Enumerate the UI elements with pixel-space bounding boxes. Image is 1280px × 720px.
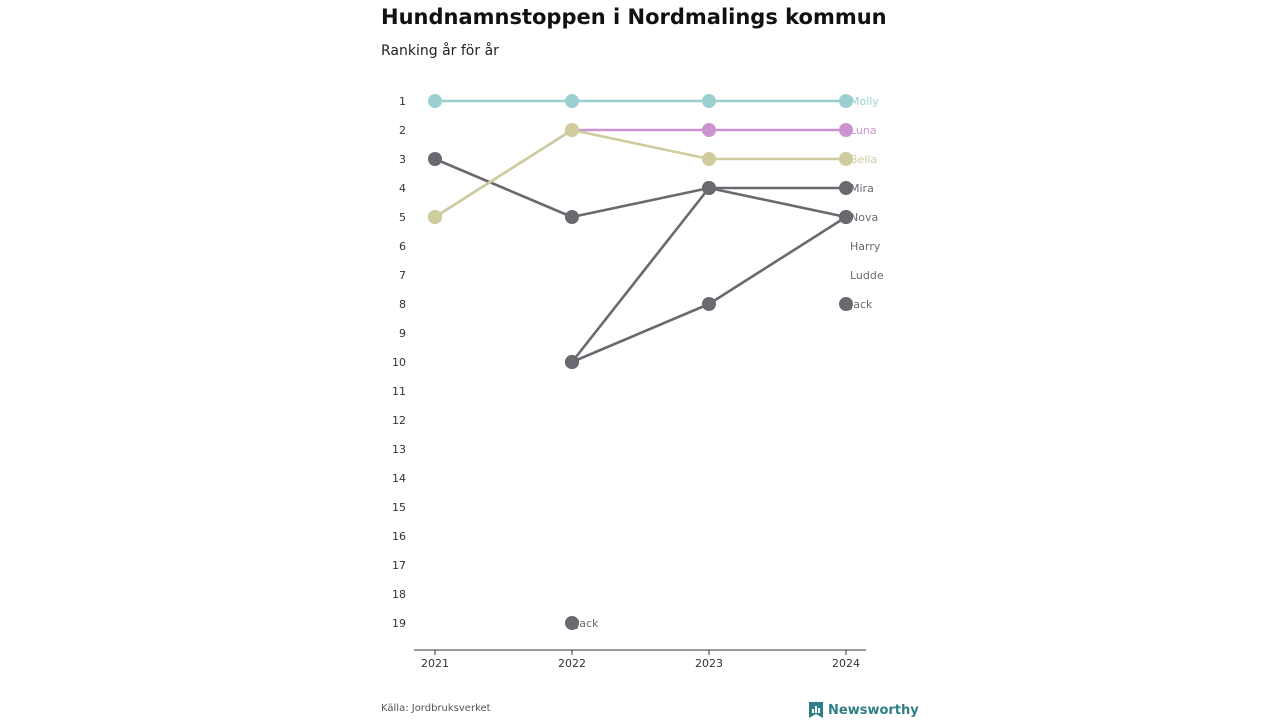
point-mira: [839, 181, 853, 195]
series-line-mira: [433, 157, 574, 219]
series-line-bella: [433, 128, 574, 219]
brand-name: Newsworthy: [828, 702, 919, 718]
y-tick-label: 12: [392, 414, 406, 427]
point-molly: [702, 94, 716, 108]
series-end-label: Ludde: [850, 269, 884, 282]
series-end-label: Mira: [850, 182, 874, 195]
point-harry: [702, 297, 716, 311]
point-molly: [839, 94, 853, 108]
series-end-label: Harry: [850, 240, 881, 253]
point-mira: [565, 210, 579, 224]
series-end-label: Molly: [850, 95, 879, 108]
series-line-bella: [570, 128, 711, 161]
x-tick-label: 2021: [421, 657, 449, 670]
y-tick-label: 15: [392, 501, 406, 514]
point-luna: [702, 123, 716, 137]
point-harry: [565, 355, 579, 369]
series-line-nova: [707, 186, 848, 219]
point-harry: [839, 210, 853, 224]
y-tick-label: 17: [392, 559, 406, 572]
x-tick-label: 2022: [558, 657, 586, 670]
y-tick-label: 2: [399, 124, 406, 137]
x-tick-label: 2023: [695, 657, 723, 670]
chart-title: Hundnamnstoppen i Nordmalings kommun: [381, 5, 887, 29]
y-tick-label: 18: [392, 588, 406, 601]
series-end-label: Luna: [850, 124, 877, 137]
y-tick-label: 19: [392, 617, 406, 630]
point-nova: [702, 181, 716, 195]
series-end-label: Bella: [850, 153, 877, 166]
y-tick-label: 16: [392, 530, 406, 543]
y-tick-label: 5: [399, 211, 406, 224]
y-tick-label: 11: [392, 385, 406, 398]
x-tick-label: 2024: [832, 657, 860, 670]
y-tick-label: 3: [399, 153, 406, 166]
source-note: Källa: Jordbruksverket: [381, 703, 491, 714]
chart-subtitle: Ranking år för år: [381, 43, 499, 59]
point-molly: [428, 94, 442, 108]
bar-chart-bookmark-icon: [809, 702, 823, 718]
series-line-mira: [570, 186, 711, 219]
series-end-label: Nova: [850, 211, 878, 224]
point-molly: [565, 94, 579, 108]
y-tick-label: 13: [392, 443, 406, 456]
point-jack: [839, 297, 853, 311]
series-line-nova: [570, 186, 711, 364]
y-tick-label: 10: [392, 356, 406, 369]
point-bella: [839, 152, 853, 166]
series-inline-label: Jack: [575, 617, 599, 630]
y-tick-label: 6: [399, 240, 406, 253]
y-tick-label: 7: [399, 269, 406, 282]
brand-logo: Newsworthy: [808, 701, 919, 719]
y-tick-label: 1: [399, 95, 406, 108]
y-tick-label: 14: [392, 472, 406, 485]
point-mira: [428, 152, 442, 166]
point-jack: [565, 616, 579, 630]
y-tick-label: 4: [399, 182, 406, 195]
series-end-label: Jack: [849, 298, 873, 311]
y-tick-label: 9: [399, 327, 406, 340]
point-bella: [565, 123, 579, 137]
point-bella: [702, 152, 716, 166]
point-bella: [428, 210, 442, 224]
point-luna: [839, 123, 853, 137]
series-line-harry: [570, 302, 711, 364]
y-tick-label: 8: [399, 298, 406, 311]
series-line-harry: [707, 215, 848, 306]
